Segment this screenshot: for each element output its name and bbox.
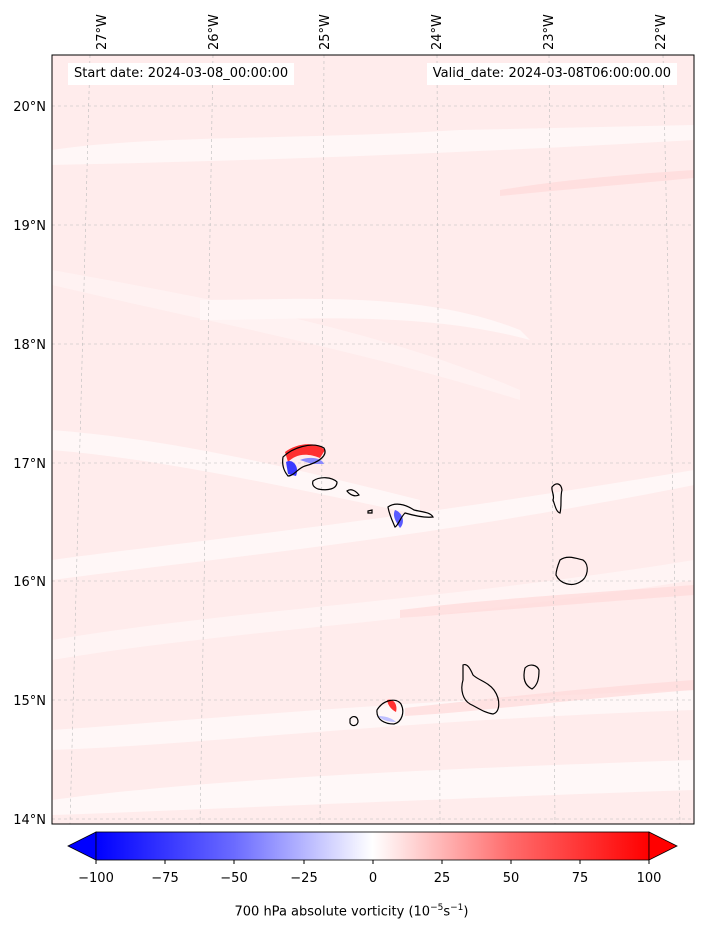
lon-label: 27°W [95,14,110,50]
lat-label: 19°N [13,219,46,234]
lon-label: 24°W [430,14,445,50]
island-santa-luzia [346,489,360,497]
colorbar-title-suffix: ) [463,904,469,920]
coastlines [282,444,588,727]
island-boa-vista [555,556,588,585]
island-brava [349,716,359,727]
colorbar-tick-label: −50 [220,871,247,886]
lat-label: 16°N [13,575,46,590]
colorbar-tick-label: 0 [369,871,377,886]
colorbar-title-prefix: 700 hPa absolute vorticity (10 [234,904,431,920]
colorbar-title: 700 hPa absolute vorticity (10−5s−1) [0,903,703,919]
island-santiago [461,663,500,715]
vorticity-streaks-darker [400,170,694,716]
colorbar-tick-label: 50 [503,871,520,886]
lon-label: 26°W [207,14,222,50]
valid-date-label: Valid_date: 2024-03-08T06:00:00.00 [426,63,677,85]
colorbar: −100 −75 −50 −25 0 25 50 75 100 [67,831,678,886]
colorbar-title-exp1: −5 [430,903,444,913]
lat-label: 20°N [13,100,46,115]
map-frame [51,54,695,825]
colorbar-tick-labels: −100 −75 −50 −25 0 25 50 75 100 [78,871,661,886]
start-date-label: Start date: 2024-03-08_00:00:00 [68,63,295,85]
colorbar-tick-label: −75 [151,871,178,886]
lat-label: 15°N [13,694,46,709]
island-sao-nicolau [387,503,434,528]
colorbar-bar [95,831,650,861]
colorbar-tick-label: 25 [434,871,451,886]
lon-label: 23°W [542,14,557,50]
island-maio [523,664,540,690]
gridlines [52,55,694,824]
vorticity-anomalies [285,444,403,722]
colorbar-ticks [95,860,650,864]
island-fogo [376,699,404,725]
island-branco [367,509,373,514]
colorbar-tick-label: −100 [78,871,114,886]
longitude-labels: 27°W 26°W 25°W 24°W 23°W 22°W [95,14,669,50]
lat-label: 18°N [13,338,46,353]
lon-label: 22°W [654,14,669,50]
colorbar-extend-max [648,831,678,861]
island-sao-vicente [312,477,338,491]
lon-label: 25°W [318,14,333,50]
colorbar-title-mid: s [443,904,451,920]
island-santo-antao [282,444,326,477]
colorbar-tick-label: −25 [290,871,317,886]
colorbar-extend-min [67,831,97,861]
vorticity-streaks [52,125,694,815]
colorbar-tick-label: 100 [637,871,662,886]
island-sal [551,483,563,514]
latitude-labels: 20°N 19°N 18°N 17°N 16°N 15°N 14°N [13,100,46,828]
colorbar-tick-label: 75 [572,871,589,886]
lat-label: 14°N [13,813,46,828]
lat-label: 17°N [13,457,46,472]
colorbar-title-exp2: −1 [450,903,464,913]
